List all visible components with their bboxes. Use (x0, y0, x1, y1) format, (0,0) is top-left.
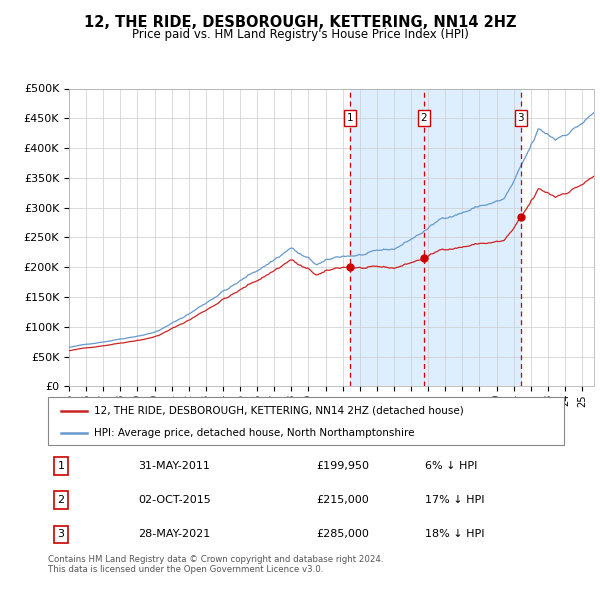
Text: £199,950: £199,950 (316, 461, 370, 471)
Text: 3: 3 (58, 529, 64, 539)
Text: 6% ↓ HPI: 6% ↓ HPI (425, 461, 477, 471)
FancyBboxPatch shape (48, 397, 564, 445)
Text: 18% ↓ HPI: 18% ↓ HPI (425, 529, 484, 539)
Text: 02-OCT-2015: 02-OCT-2015 (139, 495, 211, 505)
Bar (350, 88, 521, 386)
Text: 12, THE RIDE, DESBOROUGH, KETTERING, NN14 2HZ (detached house): 12, THE RIDE, DESBOROUGH, KETTERING, NN1… (94, 405, 464, 415)
Text: 1: 1 (346, 113, 353, 123)
Text: 31-MAY-2011: 31-MAY-2011 (139, 461, 210, 471)
Text: 3: 3 (517, 113, 524, 123)
Text: HPI: Average price, detached house, North Northamptonshire: HPI: Average price, detached house, Nort… (94, 428, 415, 438)
Text: 12, THE RIDE, DESBOROUGH, KETTERING, NN14 2HZ: 12, THE RIDE, DESBOROUGH, KETTERING, NN1… (84, 15, 516, 30)
Text: Contains HM Land Registry data © Crown copyright and database right 2024.: Contains HM Land Registry data © Crown c… (48, 555, 383, 563)
Text: 2: 2 (421, 113, 427, 123)
Text: 28-MAY-2021: 28-MAY-2021 (139, 529, 211, 539)
Text: 1: 1 (58, 461, 64, 471)
Text: 17% ↓ HPI: 17% ↓ HPI (425, 495, 484, 505)
Text: 2: 2 (58, 495, 64, 505)
Text: Price paid vs. HM Land Registry's House Price Index (HPI): Price paid vs. HM Land Registry's House … (131, 28, 469, 41)
Text: £285,000: £285,000 (316, 529, 369, 539)
Text: This data is licensed under the Open Government Licence v3.0.: This data is licensed under the Open Gov… (48, 565, 323, 574)
Text: £215,000: £215,000 (316, 495, 369, 505)
